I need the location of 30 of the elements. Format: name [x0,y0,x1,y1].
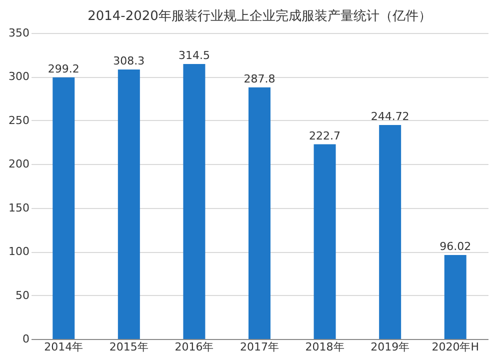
bar [52,77,75,339]
x-tick-label: 2015年 [109,340,148,354]
bar [183,64,206,339]
data-label: 314.5 [178,49,210,62]
y-tick-label: 250 [8,114,30,127]
x-tick-label: 2016年 [174,340,214,354]
y-tick-label: 150 [8,201,30,214]
y-tick-label: 300 [8,70,30,84]
bar [444,255,466,339]
x-tick-label: 2017年 [240,340,279,354]
data-label: 96.02 [440,240,472,254]
x-tick-label: 2018年 [305,340,344,354]
bar [379,125,402,339]
bar [118,69,140,339]
data-label: 287.8 [244,72,276,86]
bar [314,144,336,339]
y-tick-label: 100 [8,245,30,258]
y-tick-label: 50 [16,288,30,302]
data-label: 308.3 [113,54,145,68]
chart-title: 2014-2020年服装行业规上企业完成服装产量统计（亿件） [88,8,432,24]
x-tick-label: 2014年 [44,340,84,354]
y-tick-label: 350 [8,26,30,40]
x-tick-label: 2019年 [370,340,410,354]
y-tick-label: 0 [22,332,30,346]
data-label: 299.2 [48,62,80,76]
y-tick-label: 200 [8,158,30,171]
data-label: 244.72 [370,110,410,124]
x-tick-label: 2020年H [432,340,479,354]
data-label: 222.7 [309,129,341,142]
bar [248,87,270,339]
